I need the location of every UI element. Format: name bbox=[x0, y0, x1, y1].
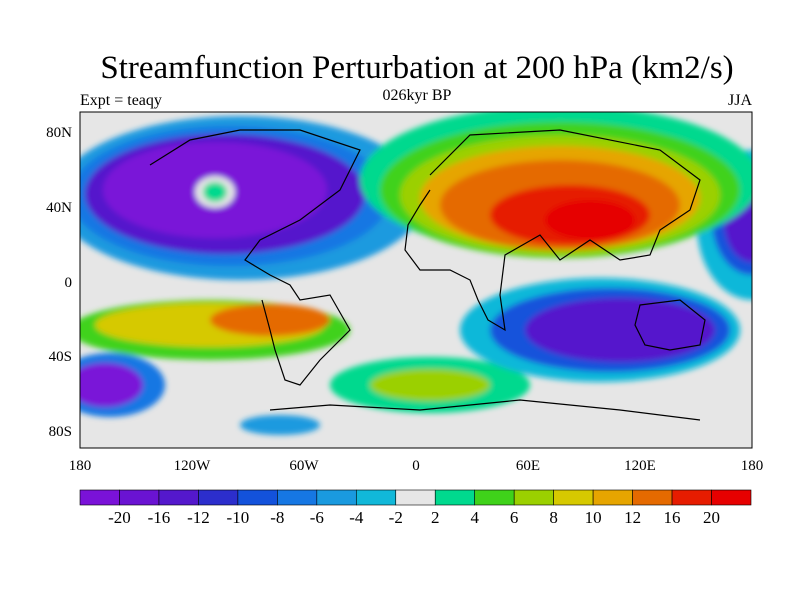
colorbar-label: 6 bbox=[510, 508, 519, 527]
lon-label: 180 bbox=[69, 458, 92, 474]
colorbar-label: -8 bbox=[270, 508, 284, 527]
lon-label: 60E bbox=[516, 458, 540, 474]
map-title: Streamfunction Perturbation at 200 hPa (… bbox=[100, 50, 734, 86]
lon-label: 120E bbox=[624, 458, 656, 474]
colorbar-swatch bbox=[395, 489, 436, 506]
lat-label: 40N bbox=[46, 200, 72, 216]
colorbar-label: -4 bbox=[349, 508, 364, 527]
colorbar-swatch bbox=[119, 489, 160, 506]
period-label: 026kyr BP bbox=[382, 87, 452, 104]
colorbar-swatch bbox=[592, 489, 633, 506]
colorbar-label: -2 bbox=[389, 508, 403, 527]
colorbar-swatch bbox=[198, 489, 239, 506]
colorbar-swatch bbox=[355, 489, 397, 506]
colorbar-swatch bbox=[553, 489, 594, 506]
colorbar-swatch bbox=[79, 489, 120, 506]
lon-label: 0 bbox=[412, 458, 420, 474]
lon-label: 60W bbox=[289, 458, 319, 474]
colorbar-label: -12 bbox=[187, 508, 210, 527]
season-label: JJA bbox=[727, 92, 752, 109]
colorbar-label: 2 bbox=[431, 508, 440, 527]
experiment-label: Expt = teaqy bbox=[80, 92, 162, 109]
colorbar-label: -10 bbox=[227, 508, 250, 527]
colorbar-swatch bbox=[632, 489, 673, 506]
lat-label: 0 bbox=[65, 275, 73, 291]
colorbar-label: -6 bbox=[310, 508, 324, 527]
colorbar-swatch bbox=[474, 489, 515, 506]
lat-label: 80S bbox=[49, 424, 72, 440]
colorbar-swatch bbox=[671, 489, 712, 506]
colorbar-label: -16 bbox=[148, 508, 171, 527]
colorbar-label: 4 bbox=[470, 508, 479, 527]
lon-label: 120W bbox=[174, 458, 212, 474]
lat-label: 80N bbox=[46, 125, 72, 141]
lat-label: 40S bbox=[49, 349, 72, 365]
colorbar-swatch bbox=[237, 489, 278, 506]
colorbar-label: 20 bbox=[703, 508, 720, 527]
colorbar-swatch bbox=[434, 489, 476, 506]
colorbar-label: 16 bbox=[664, 508, 681, 527]
colorbar-swatch bbox=[277, 489, 318, 506]
lon-label: 180 bbox=[741, 458, 764, 474]
contour-field bbox=[80, 112, 752, 448]
colorbar-label: -20 bbox=[108, 508, 131, 527]
colorbar-swatch bbox=[513, 489, 554, 506]
colorbar-label: 10 bbox=[585, 508, 602, 527]
colorbar-label: 8 bbox=[549, 508, 558, 527]
colorbar-label: 12 bbox=[624, 508, 641, 527]
colorbar-swatch bbox=[711, 489, 752, 506]
colorbar-swatch bbox=[316, 489, 357, 506]
colorbar-swatch bbox=[158, 489, 199, 506]
colorbar: -20 -16 -12 -10 -8 -6 -4 -2 2 4 6 8 10 12 16 20 bbox=[79, 489, 752, 527]
coastlines bbox=[149, 129, 706, 421]
